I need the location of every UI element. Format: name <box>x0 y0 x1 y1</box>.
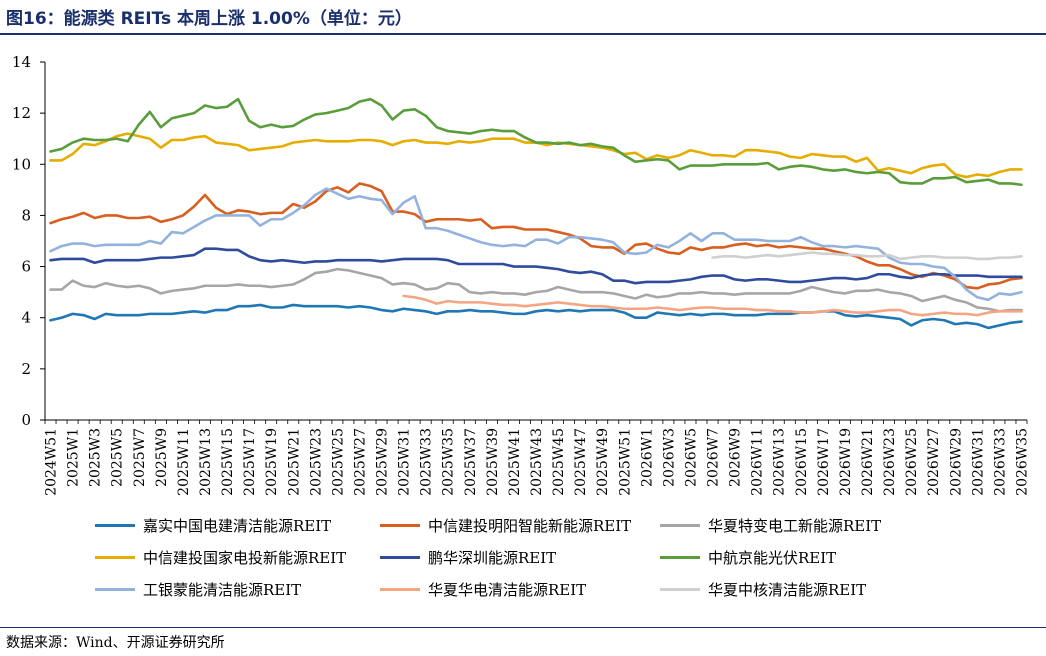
x-tick-label: 2026W7 <box>706 428 722 487</box>
x-tick-label: 2025W3 <box>88 428 104 487</box>
y-tick-label: 2 <box>21 360 31 378</box>
y-tick-label: 0 <box>21 411 31 429</box>
x-tick-label: 2026W9 <box>728 428 744 487</box>
legend-label: 华夏特变电工新能源REIT <box>708 517 882 535</box>
x-tick-label: 2026W11 <box>750 428 766 496</box>
x-tick-label: 2025W15 <box>220 428 236 496</box>
x-tick-label: 2025W49 <box>595 428 611 496</box>
x-tick-label: 2025W43 <box>529 428 545 496</box>
x-tick-label: 2025W19 <box>264 428 280 496</box>
x-tick-label: 2025W11 <box>176 428 192 496</box>
series-line-1 <box>49 303 1023 330</box>
x-tick-label: 2025W1 <box>66 428 82 487</box>
legend-swatch <box>660 524 700 527</box>
x-tick-label: 2025W9 <box>154 428 170 487</box>
x-tick-label: 2025W33 <box>419 428 435 496</box>
legend-item-3: 华夏特变电工新能源REIT <box>660 515 881 536</box>
legend-item-8: 华夏华电清洁能源REIT <box>380 579 586 600</box>
series-line-2 <box>49 182 1023 290</box>
legend-label: 鹏华深圳能源REIT <box>428 549 557 567</box>
chart-title: 图16：能源类 REITs 本周上涨 1.00%（单位：元） <box>6 9 412 29</box>
y-tick-label: 10 <box>12 155 31 173</box>
legend-swatch <box>660 556 700 559</box>
x-tick-label: 2025W41 <box>507 428 523 496</box>
x-tick-label: 2025W37 <box>463 428 479 496</box>
x-tick-label: 2026W27 <box>926 428 942 496</box>
x-tick-label: 2026W5 <box>683 428 699 487</box>
legend-label: 中信建投国家电投新能源REIT <box>143 549 347 567</box>
y-tick-label: 8 <box>21 206 31 224</box>
series-line-3 <box>49 267 1023 313</box>
legend-label: 华夏华电清洁能源REIT <box>428 581 587 599</box>
x-tick-label: 2025W51 <box>617 428 633 496</box>
legend-item-1: 嘉实中国电建清洁能源REIT <box>95 515 331 536</box>
x-tick-label: 2026W13 <box>772 428 788 496</box>
legend-item-9: 华夏中核清洁能源REIT <box>660 579 866 600</box>
x-tick-label: 2026W25 <box>904 428 920 496</box>
x-tick-label: 2026W3 <box>661 428 677 487</box>
line-chart: 0 2 4 6 8 10 12 14 2024W51 2025W1 2025W3 2025W5 2025… <box>12 53 1031 496</box>
legend-item-7: 工银蒙能清洁能源REIT <box>95 579 301 600</box>
series-line-6 <box>49 97 1023 187</box>
title-rule <box>0 33 1046 35</box>
y-tick-label: 12 <box>12 104 31 122</box>
x-tick-label: 2025W5 <box>110 428 126 487</box>
x-tick-label: 2025W31 <box>397 428 413 496</box>
x-tick-label: 2025W21 <box>286 428 302 496</box>
y-tick-label: 6 <box>21 258 31 276</box>
x-tick-label: 2025W29 <box>375 428 391 496</box>
x-tick-label: 2026W1 <box>639 428 655 487</box>
legend-swatch <box>380 524 420 527</box>
data-source: 数据来源：Wind、开源证券研究所 <box>6 635 225 651</box>
x-tick-label: 2025W25 <box>330 428 346 496</box>
source-rule <box>0 627 1046 628</box>
legend-swatch <box>95 588 135 591</box>
series-line-5 <box>49 247 1023 285</box>
x-tick-label: 2025W45 <box>551 428 567 496</box>
legend-item-6: 中航京能光伏REIT <box>660 547 836 568</box>
x-tick-label: 2025W7 <box>132 428 148 487</box>
series-line-8 <box>402 294 1023 317</box>
x-tick-label: 2026W21 <box>860 428 876 496</box>
legend-label: 工银蒙能清洁能源REIT <box>143 581 302 599</box>
legend-swatch <box>660 588 700 591</box>
legend-item-4: 中信建投国家电投新能源REIT <box>95 547 346 568</box>
x-tick-label: 2026W33 <box>992 428 1008 496</box>
x-tick-label: 2025W39 <box>485 428 501 496</box>
legend-item-2: 中信建投明阳智能新能源REIT <box>380 515 631 536</box>
legend-label: 中信建投明阳智能新能源REIT <box>428 517 632 535</box>
x-tick-label: 2026W15 <box>794 428 810 496</box>
x-tick-label: 2026W17 <box>816 428 832 496</box>
series-line-4 <box>49 132 1023 179</box>
legend-label: 嘉实中国电建清洁能源REIT <box>143 517 332 535</box>
series-line-7 <box>49 187 1023 302</box>
x-tick-label: 2026W29 <box>948 428 964 496</box>
x-tick-label: 2024W51 <box>44 428 60 496</box>
x-tick-label: 2025W23 <box>308 428 324 496</box>
legend-item-5: 鹏华深圳能源REIT <box>380 547 556 568</box>
legend-swatch <box>95 524 135 527</box>
x-tick-label: 2026W35 <box>1014 428 1030 496</box>
y-tick-label: 4 <box>21 309 31 327</box>
x-tick-label: 2025W35 <box>441 428 457 496</box>
x-tick-label: 2025W13 <box>198 428 214 496</box>
x-tick-label: 2026W31 <box>970 428 986 496</box>
y-tick-label: 14 <box>12 53 31 71</box>
legend-label: 中航京能光伏REIT <box>708 549 837 567</box>
x-tick-label: 2026W23 <box>882 428 898 496</box>
x-tick-label: 2025W17 <box>242 428 258 496</box>
x-tick-label: 2026W19 <box>838 428 854 496</box>
legend-swatch <box>380 556 420 559</box>
legend-swatch <box>380 588 420 591</box>
legend-label: 华夏中核清洁能源REIT <box>708 581 867 599</box>
x-tick-label: 2025W47 <box>573 428 589 496</box>
legend-swatch <box>95 556 135 559</box>
series-line-9 <box>711 251 1023 261</box>
x-tick-label: 2025W27 <box>352 428 368 496</box>
